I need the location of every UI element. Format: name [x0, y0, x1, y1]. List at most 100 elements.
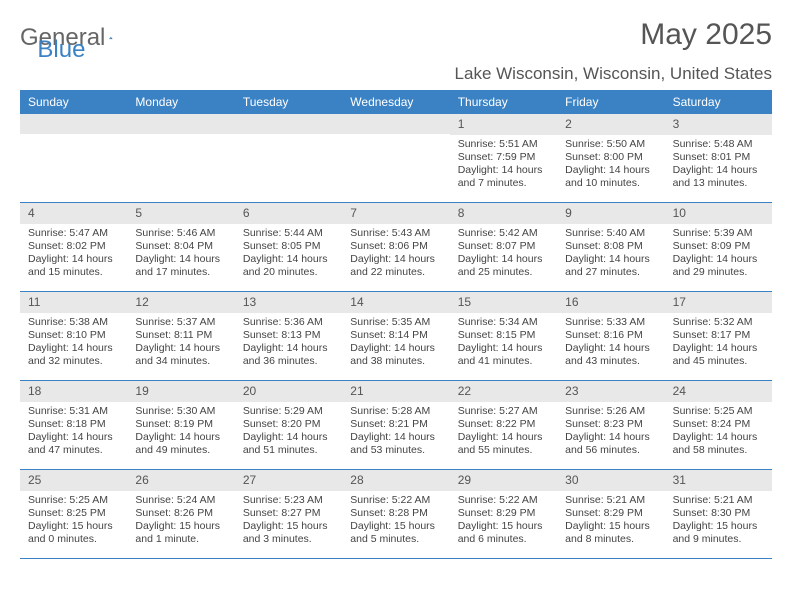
calendar-cell: 5 Sunrise: 5:46 AMSunset: 8:04 PMDaylight… [127, 203, 234, 291]
cell-daynum: 26 [127, 470, 234, 491]
calendar-week: 25Sunrise: 5:25 AMSunset: 8:25 PMDayligh… [20, 470, 772, 559]
cell-line: Daylight: 14 hours and 49 minutes. [135, 431, 228, 457]
calendar-cell: 26Sunrise: 5:24 AMSunset: 8:26 PMDayligh… [127, 470, 234, 558]
cell-line: Sunrise: 5:28 AM [350, 405, 443, 418]
cell-daynum: 4 [20, 203, 127, 224]
brand-part2: Blue [37, 36, 85, 64]
cell-daynum: 21 [342, 381, 449, 402]
cell-daynum: 5 [127, 203, 234, 224]
calendar-cell: 22Sunrise: 5:27 AMSunset: 8:22 PMDayligh… [450, 381, 557, 469]
cell-line: Sunset: 8:27 PM [243, 507, 336, 520]
calendar-cell: 13Sunrise: 5:36 AMSunset: 8:13 PMDayligh… [235, 292, 342, 380]
cell-body: Sunrise: 5:22 AMSunset: 8:29 PMDaylight:… [450, 491, 557, 551]
cell-line: Sunrise: 5:32 AM [673, 316, 766, 329]
cell-daynum: 24 [665, 381, 772, 402]
cell-line: Daylight: 14 hours and 38 minutes. [350, 342, 443, 368]
calendar-cell: 23Sunrise: 5:26 AMSunset: 8:23 PMDayligh… [557, 381, 664, 469]
cell-line: Sunset: 8:21 PM [350, 418, 443, 431]
cell-line: Sunset: 8:26 PM [135, 507, 228, 520]
calendar-cell: 8Sunrise: 5:42 AMSunset: 8:07 PMDaylight… [450, 203, 557, 291]
cell-body: Sunrise: 5:43 AMSunset: 8:06 PMDaylight:… [342, 224, 449, 284]
cell-line: Sunset: 8:10 PM [28, 329, 121, 342]
cell-body: Sunrise: 5:44 AMSunset: 8:05 PMDaylight:… [235, 224, 342, 284]
cell-line: Daylight: 14 hours and 45 minutes. [673, 342, 766, 368]
calendar-cell: 9Sunrise: 5:40 AMSunset: 8:08 PMDaylight… [557, 203, 664, 291]
cell-body: Sunrise: 5:25 AMSunset: 8:24 PMDaylight:… [665, 402, 772, 462]
calendar-day-header: Sunday Monday Tuesday Wednesday Thursday… [20, 90, 772, 114]
calendar-cell: 29Sunrise: 5:22 AMSunset: 8:29 PMDayligh… [450, 470, 557, 558]
calendar-cell: 24Sunrise: 5:25 AMSunset: 8:24 PMDayligh… [665, 381, 772, 469]
cell-daynum: 31 [665, 470, 772, 491]
cell-line: Sunrise: 5:33 AM [565, 316, 658, 329]
cell-line: Sunset: 8:01 PM [673, 151, 766, 164]
cell-line: Sunrise: 5:23 AM [243, 494, 336, 507]
calendar-cell: 12Sunrise: 5:37 AMSunset: 8:11 PMDayligh… [127, 292, 234, 380]
calendar-cell: 18Sunrise: 5:31 AMSunset: 8:18 PMDayligh… [20, 381, 127, 469]
cell-line: Daylight: 14 hours and 55 minutes. [458, 431, 551, 457]
calendar-cell: 21Sunrise: 5:28 AMSunset: 8:21 PMDayligh… [342, 381, 449, 469]
cell-daynum: 30 [557, 470, 664, 491]
cell-body: Sunrise: 5:38 AMSunset: 8:10 PMDaylight:… [20, 313, 127, 373]
cell-line: Sunset: 8:23 PM [565, 418, 658, 431]
calendar-cell: 20Sunrise: 5:29 AMSunset: 8:20 PMDayligh… [235, 381, 342, 469]
cell-line: Sunset: 8:17 PM [673, 329, 766, 342]
cell-line: Sunrise: 5:40 AM [565, 227, 658, 240]
cell-line: Daylight: 14 hours and 25 minutes. [458, 253, 551, 279]
cell-line: Sunrise: 5:22 AM [458, 494, 551, 507]
cell-line: Daylight: 14 hours and 41 minutes. [458, 342, 551, 368]
cell-daynum: 1 [450, 114, 557, 135]
cell-body: Sunrise: 5:21 AMSunset: 8:30 PMDaylight:… [665, 491, 772, 551]
cell-line: Daylight: 14 hours and 17 minutes. [135, 253, 228, 279]
cell-line: Daylight: 15 hours and 5 minutes. [350, 520, 443, 546]
cell-daynum: 11 [20, 292, 127, 313]
cell-daynum: 10 [665, 203, 772, 224]
cell-body: Sunrise: 5:24 AMSunset: 8:26 PMDaylight:… [127, 491, 234, 551]
cell-line: Sunset: 8:05 PM [243, 240, 336, 253]
cell-line: Sunset: 8:22 PM [458, 418, 551, 431]
cell-daynum: 6 [235, 203, 342, 224]
cell-line: Daylight: 14 hours and 29 minutes. [673, 253, 766, 279]
dayhead-sun: Sunday [20, 90, 127, 114]
calendar-cell: 25Sunrise: 5:25 AMSunset: 8:25 PMDayligh… [20, 470, 127, 558]
cell-line: Sunset: 8:30 PM [673, 507, 766, 520]
calendar-cell: 3Sunrise: 5:48 AMSunset: 8:01 PMDaylight… [665, 114, 772, 202]
cell-line: Sunrise: 5:39 AM [673, 227, 766, 240]
cell-daynum: 27 [235, 470, 342, 491]
cell-daynum: 14 [342, 292, 449, 313]
calendar-cell [127, 114, 234, 202]
cell-line: Sunset: 8:00 PM [565, 151, 658, 164]
cell-line: Daylight: 14 hours and 7 minutes. [458, 164, 551, 190]
cell-line: Daylight: 14 hours and 43 minutes. [565, 342, 658, 368]
cell-line: Sunrise: 5:30 AM [135, 405, 228, 418]
cell-line: Sunrise: 5:50 AM [565, 138, 658, 151]
cell-line: Sunrise: 5:36 AM [243, 316, 336, 329]
cell-line: Sunset: 8:06 PM [350, 240, 443, 253]
cell-line: Sunset: 8:04 PM [135, 240, 228, 253]
cell-daynum [235, 114, 342, 134]
cell-line: Daylight: 15 hours and 6 minutes. [458, 520, 551, 546]
cell-line: Sunset: 7:59 PM [458, 151, 551, 164]
calendar-cell: 17 Sunrise: 5:32 AMSunset: 8:17 PMDayligh… [665, 292, 772, 380]
cell-line: Daylight: 14 hours and 10 minutes. [565, 164, 658, 190]
cell-daynum: 16 [557, 292, 664, 313]
cell-line: Sunset: 8:09 PM [673, 240, 766, 253]
cell-daynum: 22 [450, 381, 557, 402]
cell-line: Daylight: 14 hours and 13 minutes. [673, 164, 766, 190]
dayhead-tue: Tuesday [235, 90, 342, 114]
cell-daynum: 13 [235, 292, 342, 313]
cell-daynum: 17 [665, 292, 772, 313]
cell-line: Daylight: 15 hours and 9 minutes. [673, 520, 766, 546]
cell-daynum: 18 [20, 381, 127, 402]
cell-body: Sunrise: 5:33 AMSunset: 8:16 PMDaylight:… [557, 313, 664, 373]
cell-daynum: 7 [342, 203, 449, 224]
cell-daynum [20, 114, 127, 134]
cell-line: Sunset: 8:25 PM [28, 507, 121, 520]
cell-line: Sunrise: 5:46 AM [135, 227, 228, 240]
cell-line: Sunset: 8:14 PM [350, 329, 443, 342]
calendar-cell: 7Sunrise: 5:43 AMSunset: 8:06 PMDaylight… [342, 203, 449, 291]
calendar-cell: 4Sunrise: 5:47 AMSunset: 8:02 PMDaylight… [20, 203, 127, 291]
calendar-cell: 30Sunrise: 5:21 AMSunset: 8:29 PMDayligh… [557, 470, 664, 558]
cell-line: Sunset: 8:07 PM [458, 240, 551, 253]
cell-line: Sunrise: 5:26 AM [565, 405, 658, 418]
cell-daynum: 29 [450, 470, 557, 491]
